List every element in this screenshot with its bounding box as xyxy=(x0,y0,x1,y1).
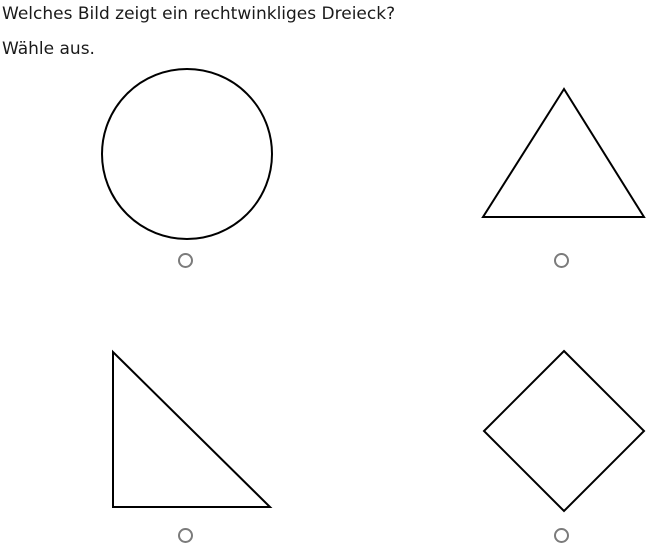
radio-right-triangle[interactable] xyxy=(178,528,193,543)
circle-shape-option[interactable] xyxy=(100,68,274,242)
radio-circle[interactable] xyxy=(178,253,193,268)
triangle-outline xyxy=(481,87,646,218)
rhombus-outline xyxy=(482,349,646,513)
right-triangle-shape-option[interactable] xyxy=(110,349,274,511)
circle-outline xyxy=(101,68,273,240)
right-triangle-outline xyxy=(112,349,273,508)
question-text: Welches Bild zeigt ein rechtwinkliges Dr… xyxy=(2,4,396,24)
triangle-shape-option[interactable] xyxy=(480,86,648,220)
rhombus-shape-option[interactable] xyxy=(481,348,647,514)
instruction-text: Wähle aus. xyxy=(2,39,95,59)
radio-rhombus[interactable] xyxy=(554,528,569,543)
radio-triangle[interactable] xyxy=(554,253,569,268)
